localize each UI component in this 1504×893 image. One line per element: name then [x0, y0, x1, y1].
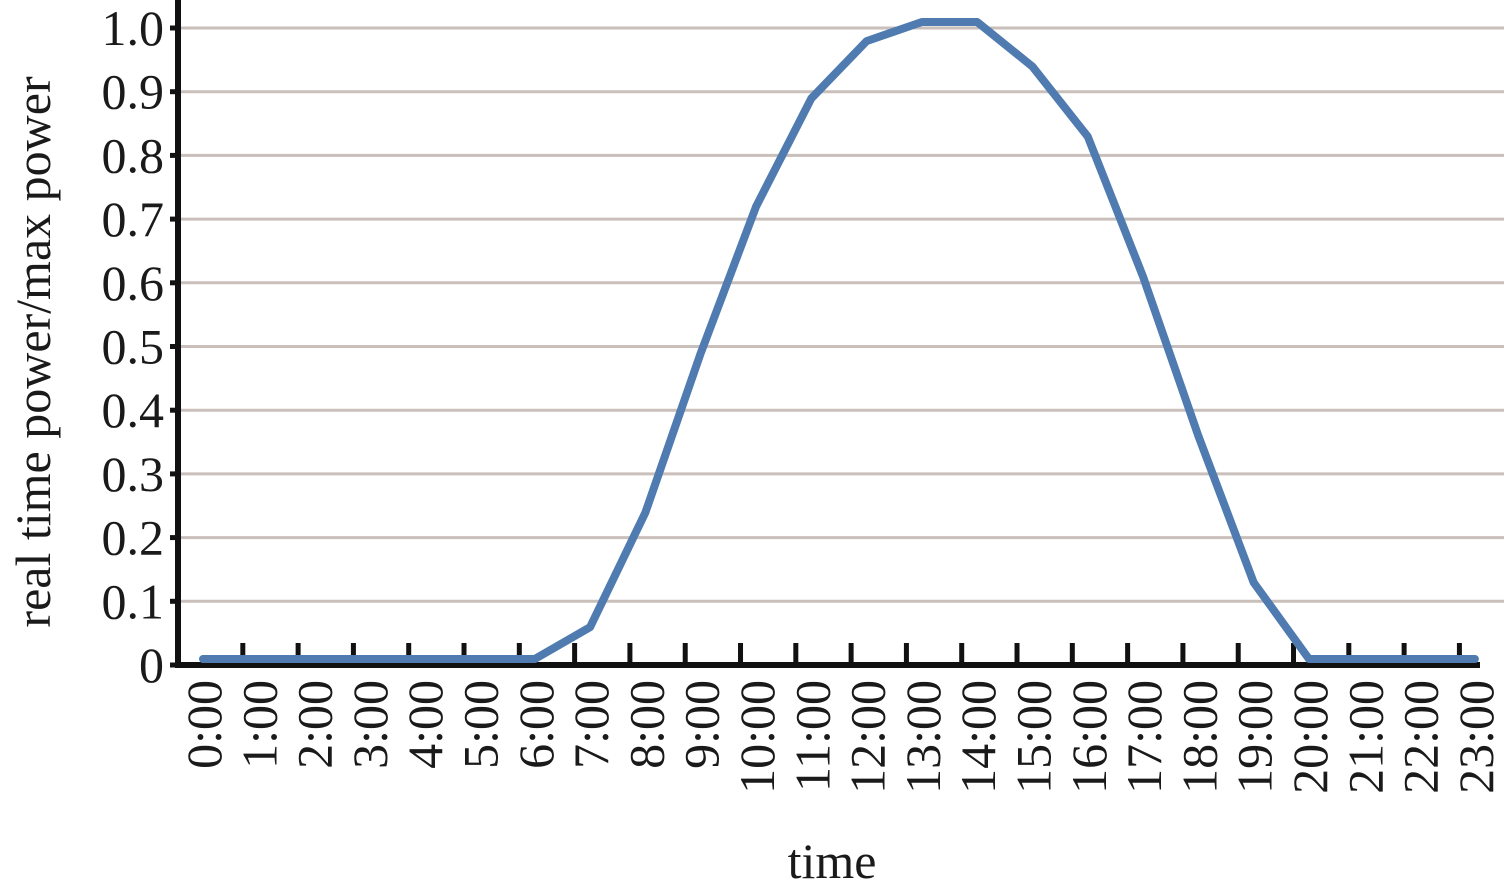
y-tick-label: 0.6	[102, 255, 165, 311]
x-tick-label: 17:00	[1116, 680, 1172, 794]
y-tick-label: 0.1	[102, 573, 165, 629]
x-tick-label: 10:00	[729, 680, 785, 794]
x-tick-label: 19:00	[1227, 680, 1283, 794]
x-axis-ticks: 0:00 1:00 2:00 3:00 4:00 5:00 6:00 7:00 8:00 9:00…	[176, 643, 1504, 794]
gridlines	[178, 26, 1504, 603]
x-tick-label: 23:00	[1448, 680, 1504, 794]
x-tick-label: 12:00	[840, 680, 896, 794]
x-axis-title: time	[788, 833, 877, 889]
y-tick-label: 0.8	[102, 127, 165, 183]
x-tick-label: 11:00	[784, 680, 840, 792]
x-tick-label: 14:00	[950, 680, 1006, 794]
x-tick-label: 16:00	[1061, 680, 1117, 794]
x-tick-label: 9:00	[674, 680, 730, 769]
y-tick-label: 0.2	[102, 510, 165, 566]
y-axis-ticks: 0 0.1 0.2 0.3 0.4 0.5 0.6 0.7 0.8 0.9 1.0	[102, 0, 178, 693]
y-tick-label: 0.4	[102, 382, 165, 438]
series-line	[199, 18, 1479, 663]
x-tick-label: 21:00	[1337, 680, 1393, 794]
x-tick-label: 1:00	[231, 680, 287, 769]
x-tick-label: 4:00	[397, 680, 453, 769]
x-tick-label: 18:00	[1171, 680, 1227, 794]
y-tick-label: 0	[139, 637, 164, 693]
x-tick-label: 0:00	[176, 680, 232, 769]
x-tick-label: 15:00	[1006, 680, 1062, 794]
y-tick-label: 1.0	[102, 0, 165, 56]
x-tick-label: 6:00	[508, 680, 564, 769]
y-tick-label: 0.9	[102, 64, 165, 120]
y-tick-label: 0.3	[102, 446, 165, 502]
series-layer	[199, 18, 1479, 663]
y-tick-label: 0.5	[102, 319, 165, 375]
x-tick-label: 13:00	[895, 680, 951, 794]
y-tick-label: 0.7	[102, 191, 165, 247]
x-tick-label: 2:00	[287, 680, 343, 769]
axes	[175, 0, 1480, 668]
x-tick-label: 3:00	[342, 680, 398, 769]
x-tick-label: 8:00	[618, 680, 674, 769]
x-tick-label: 7:00	[563, 680, 619, 769]
x-tick-label: 20:00	[1282, 680, 1338, 794]
y-axis-title: real time power/max power	[5, 76, 61, 628]
x-tick-label: 5:00	[453, 680, 509, 769]
x-tick-label: 22:00	[1393, 680, 1449, 794]
